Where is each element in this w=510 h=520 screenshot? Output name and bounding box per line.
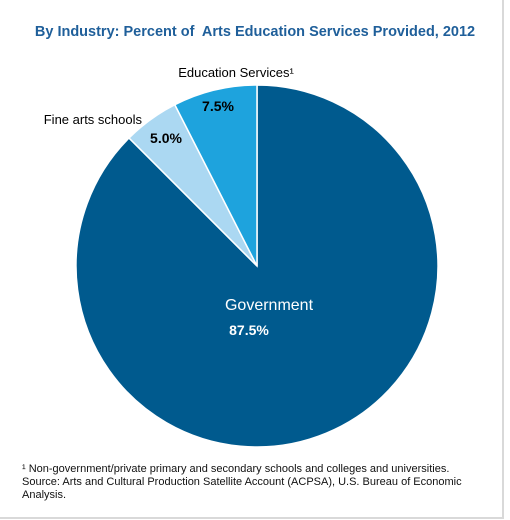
slice-label-fine-arts-schools: Fine arts schools [44,112,143,127]
pie-chart: Government 87.5% Fine arts schools 5.0% Educ… [44,65,439,448]
chart-title: By Industry: Percent of Arts Education S… [34,24,476,40]
footnote: ¹ Non-government/private primary and sec… [22,463,450,475]
source-note: Source: Arts and Cultural Production Sat… [22,476,462,501]
pie-slice-education-services [173,84,258,267]
slice-label-education-services: Education Services¹ [178,65,294,80]
chart-notes: ¹ Non-government/private primary and sec… [22,463,492,502]
slice-value-fine-arts-schools: 5.0% [150,130,182,146]
slice-value-education-services: 7.5% [202,98,234,114]
slice-label-government: Government [225,297,314,314]
slice-value-government: 87.5% [229,322,269,338]
